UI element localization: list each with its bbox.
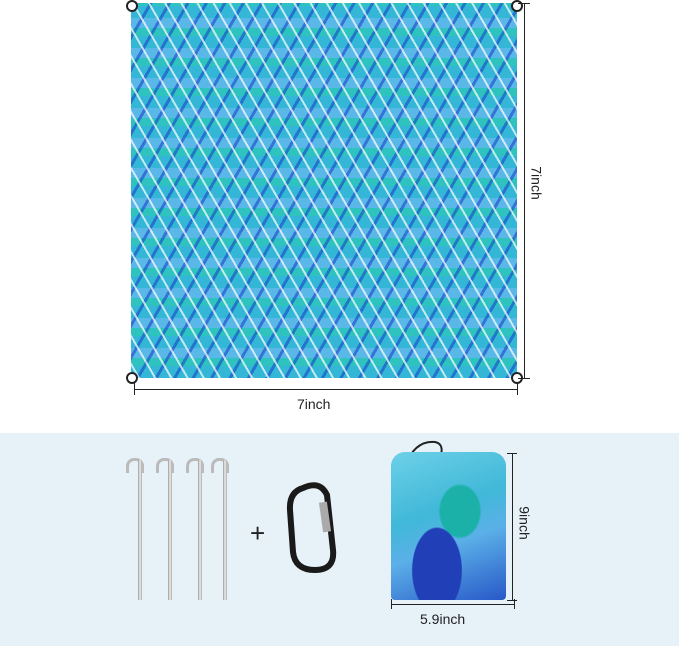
width-dimension-line: [134, 389, 517, 390]
bag-width-label: 5.9inch: [420, 611, 466, 627]
width-tick: [134, 383, 135, 395]
stake-hook: [126, 458, 144, 473]
mat-width-label: 7inch: [297, 396, 331, 412]
stake-hook: [156, 458, 174, 473]
stake: [223, 460, 227, 600]
accessories-panel: [0, 433, 679, 646]
grommet: [511, 0, 523, 12]
bag-height-tick: [507, 453, 517, 454]
carabiner-icon: [286, 482, 337, 574]
bag-height-line: [512, 453, 513, 600]
stake: [198, 460, 202, 600]
stake: [168, 460, 172, 600]
height-tick: [518, 3, 530, 4]
stake-hook: [211, 458, 229, 473]
bag-width-tick: [514, 599, 515, 609]
height-dimension-line: [524, 3, 525, 378]
bag-width-tick: [391, 599, 392, 609]
bag-width-line: [391, 604, 514, 605]
stake: [138, 460, 142, 600]
storage-bag-image: [391, 452, 506, 600]
picnic-mat-image: [131, 3, 517, 378]
grommet: [126, 372, 138, 384]
stake-hook: [186, 458, 204, 473]
width-tick: [517, 383, 518, 395]
grommet: [126, 0, 138, 12]
mat-height-label: 7inch: [528, 166, 545, 200]
plus-sign: +: [250, 518, 266, 548]
bag-height-label: 9inch: [516, 506, 533, 540]
bag-height-tick: [507, 600, 517, 601]
height-tick: [518, 378, 530, 379]
